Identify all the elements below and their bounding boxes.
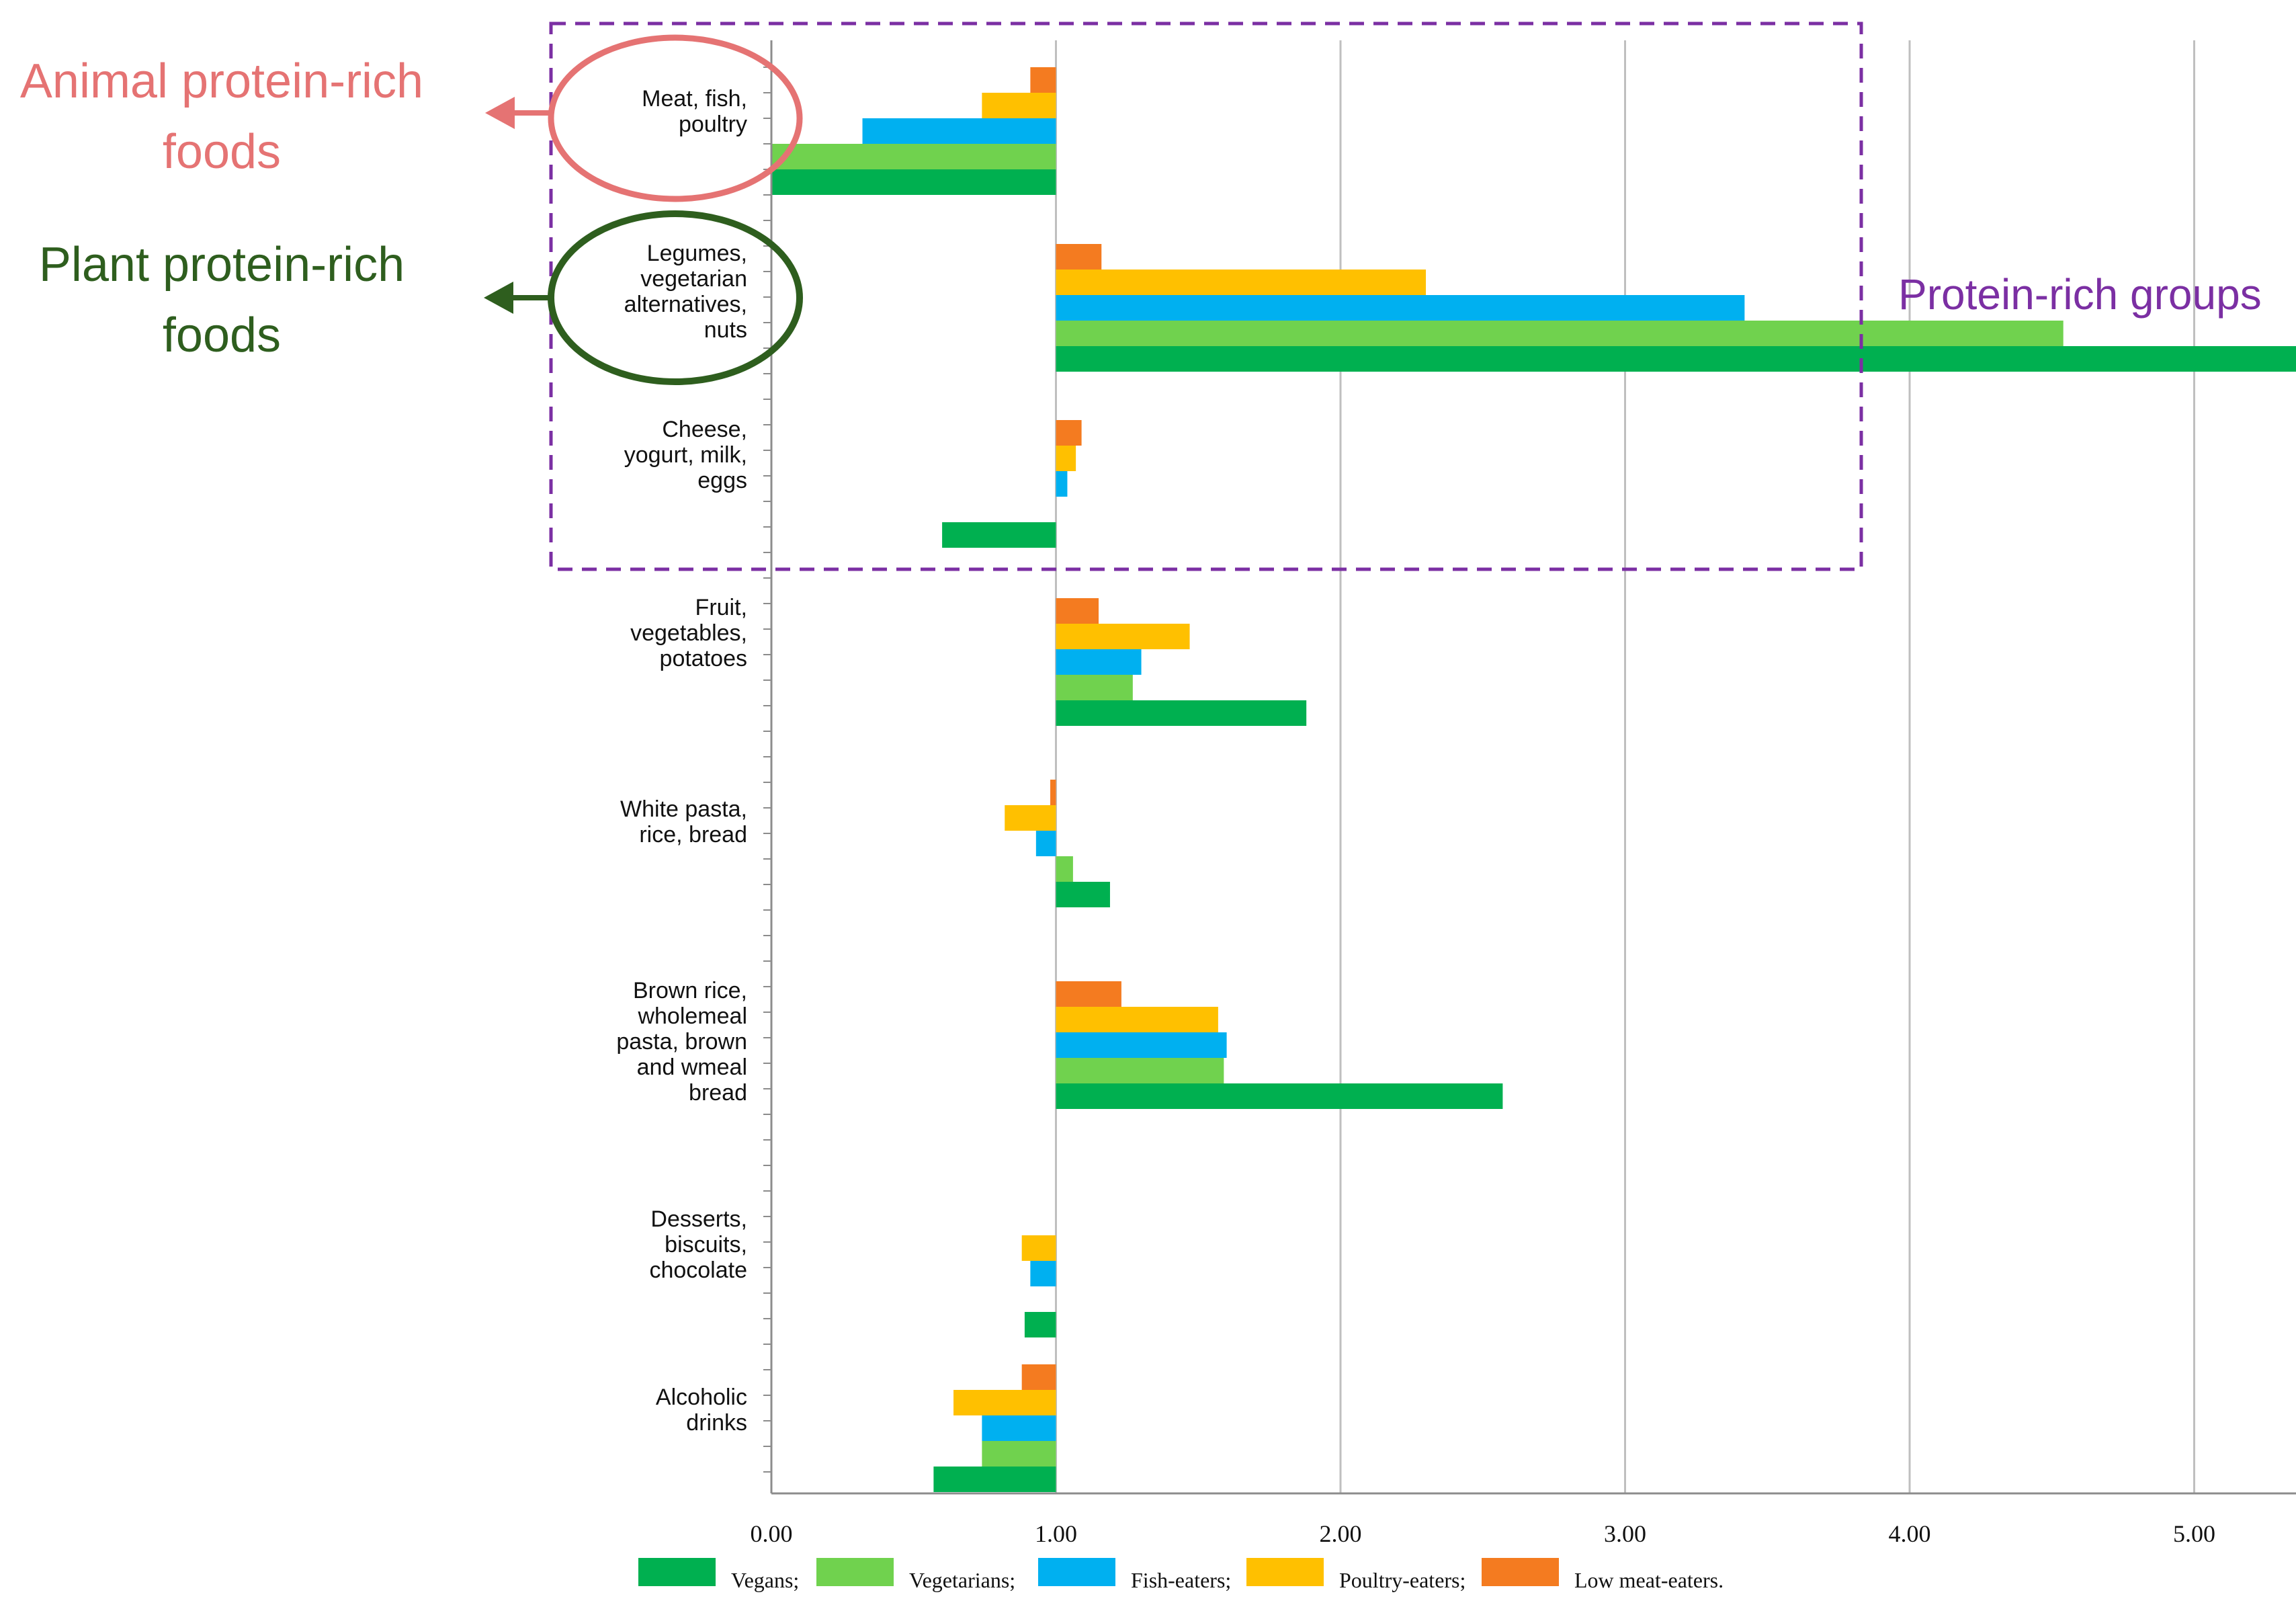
legend-label-fish-eaters: Fish-eaters; xyxy=(1131,1568,1231,1592)
category-label: Brown rice, xyxy=(633,978,747,1003)
plant-ellipse xyxy=(548,210,803,385)
bar-poultry-eaters-1 xyxy=(1056,270,1427,295)
animal-label: foods xyxy=(163,125,281,179)
category-label: Cheese, xyxy=(662,417,747,442)
category-label: biscuits, xyxy=(665,1232,747,1257)
y-axis xyxy=(763,40,773,1493)
bar-vegans-0 xyxy=(771,169,1056,195)
bar-vegans-2 xyxy=(942,522,1056,548)
bar-vegans-7 xyxy=(933,1467,1056,1492)
bar-vegetarians-4 xyxy=(1056,856,1073,882)
plant-label: Plant protein-rich xyxy=(39,238,405,292)
bar-fish-eaters-1 xyxy=(1056,295,1745,321)
bar-low-meat-eaters-1 xyxy=(1056,244,1102,270)
category-label: potatoes xyxy=(660,646,747,671)
category-label: poultry xyxy=(679,112,747,137)
bar-vegans-1 xyxy=(1056,346,2296,372)
bar-vegetarians-0 xyxy=(771,144,1056,169)
x-tick-label: 5.00 xyxy=(2173,1520,2215,1547)
legend-swatch-poultry-eaters xyxy=(1246,1558,1324,1586)
bar-vegans-6 xyxy=(1024,1312,1056,1337)
category-label: rice, bread xyxy=(639,822,747,848)
plant-arrow-icon xyxy=(484,282,513,314)
bar-vegetarians-3 xyxy=(1056,675,1133,700)
annotations: Protein-rich groups Animal protein-rich fo… xyxy=(20,22,2262,571)
bar-poultry-eaters-4 xyxy=(1005,805,1056,831)
bar-vegetarians-7 xyxy=(982,1441,1056,1467)
bar-poultry-eaters-5 xyxy=(1056,1007,1218,1032)
bar-fish-eaters-2 xyxy=(1056,471,1068,497)
x-axis: 0.001.002.003.004.005.006.007.00 xyxy=(751,1492,2296,1547)
bar-poultry-eaters-6 xyxy=(1021,1235,1056,1261)
legend: Vegans; Vegetarians; Fish-eaters; Poultry-e… xyxy=(638,1558,1724,1592)
bar-poultry-eaters-0 xyxy=(982,93,1056,118)
protein-rich-label: Protein-rich groups xyxy=(1898,270,2262,319)
animal-arrow-icon xyxy=(485,97,515,129)
category-label: drinks xyxy=(686,1410,747,1436)
legend-swatch-vegans xyxy=(638,1558,716,1586)
category-label: alternatives, xyxy=(624,292,747,317)
category-label: chocolate xyxy=(649,1257,747,1283)
category-label: wholemeal xyxy=(637,1003,747,1029)
plant-label: foods xyxy=(163,308,281,362)
bar-fish-eaters-6 xyxy=(1030,1261,1056,1286)
animal-label: Animal protein-rich xyxy=(20,54,423,108)
category-label: eggs xyxy=(697,468,747,493)
bar-poultry-eaters-7 xyxy=(953,1390,1056,1415)
bar-fish-eaters-0 xyxy=(862,118,1056,144)
bar-fish-eaters-4 xyxy=(1035,831,1056,856)
bar-low-meat-eaters-7 xyxy=(1021,1364,1056,1390)
legend-label-vegans: Vegans; xyxy=(731,1568,799,1592)
category-label: vegetables, xyxy=(630,620,747,646)
category-label: nuts xyxy=(704,317,747,343)
bar-poultry-eaters-2 xyxy=(1056,446,1076,471)
bar-low-meat-eaters-5 xyxy=(1056,981,1121,1007)
category-label: Legumes, xyxy=(647,241,747,266)
bar-poultry-eaters-3 xyxy=(1056,624,1190,649)
bar-fish-eaters-5 xyxy=(1056,1032,1227,1058)
bar-vegetarians-1 xyxy=(1056,321,2064,346)
category-label: vegetarian xyxy=(640,266,747,292)
category-label: Desserts, xyxy=(650,1206,747,1232)
bar-vegans-3 xyxy=(1056,700,1307,726)
x-tick-label: 2.00 xyxy=(1320,1520,1362,1547)
x-tick-label: 4.00 xyxy=(1889,1520,1931,1547)
bar-fish-eaters-7 xyxy=(982,1415,1056,1441)
gridlines xyxy=(1055,40,2195,1493)
category-label: and wmeal xyxy=(637,1055,747,1080)
x-tick-label: 1.00 xyxy=(1035,1520,1077,1547)
category-label: pasta, brown xyxy=(616,1029,747,1055)
bars xyxy=(771,67,2296,1492)
bar-vegetarians-5 xyxy=(1056,1058,1224,1083)
bar-fish-eaters-3 xyxy=(1056,649,1142,675)
legend-label-vegetarians: Vegetarians; xyxy=(909,1568,1015,1592)
category-label: yogurt, milk, xyxy=(624,442,747,468)
legend-label-low-meat-eaters: Low meat-eaters. xyxy=(1574,1568,1724,1592)
x-tick-label: 3.00 xyxy=(1604,1520,1646,1547)
legend-label-poultry-eaters: Poultry-eaters; xyxy=(1339,1568,1465,1592)
x-tick-label: 0.00 xyxy=(751,1520,793,1547)
bar-low-meat-eaters-3 xyxy=(1056,598,1099,624)
bar-low-meat-eaters-2 xyxy=(1056,420,1082,446)
category-label: Meat, fish, xyxy=(642,86,747,112)
category-label: Fruit, xyxy=(695,595,747,620)
category-label: White pasta, xyxy=(620,796,747,822)
legend-swatch-low-meat-eaters xyxy=(1482,1558,1559,1586)
category-label: Alcoholic xyxy=(656,1385,747,1410)
bar-vegans-4 xyxy=(1056,882,1110,907)
legend-swatch-vegetarians xyxy=(816,1558,894,1586)
bar-vegans-5 xyxy=(1056,1083,1503,1109)
bar-low-meat-eaters-0 xyxy=(1030,67,1056,93)
bar-low-meat-eaters-4 xyxy=(1050,780,1056,805)
category-label: bread xyxy=(689,1080,747,1106)
animal-ellipse xyxy=(548,34,803,202)
legend-swatch-fish-eaters xyxy=(1038,1558,1115,1586)
category-labels: Meat, fish,poultry Legumes,vegetarianalte… xyxy=(616,86,747,1436)
